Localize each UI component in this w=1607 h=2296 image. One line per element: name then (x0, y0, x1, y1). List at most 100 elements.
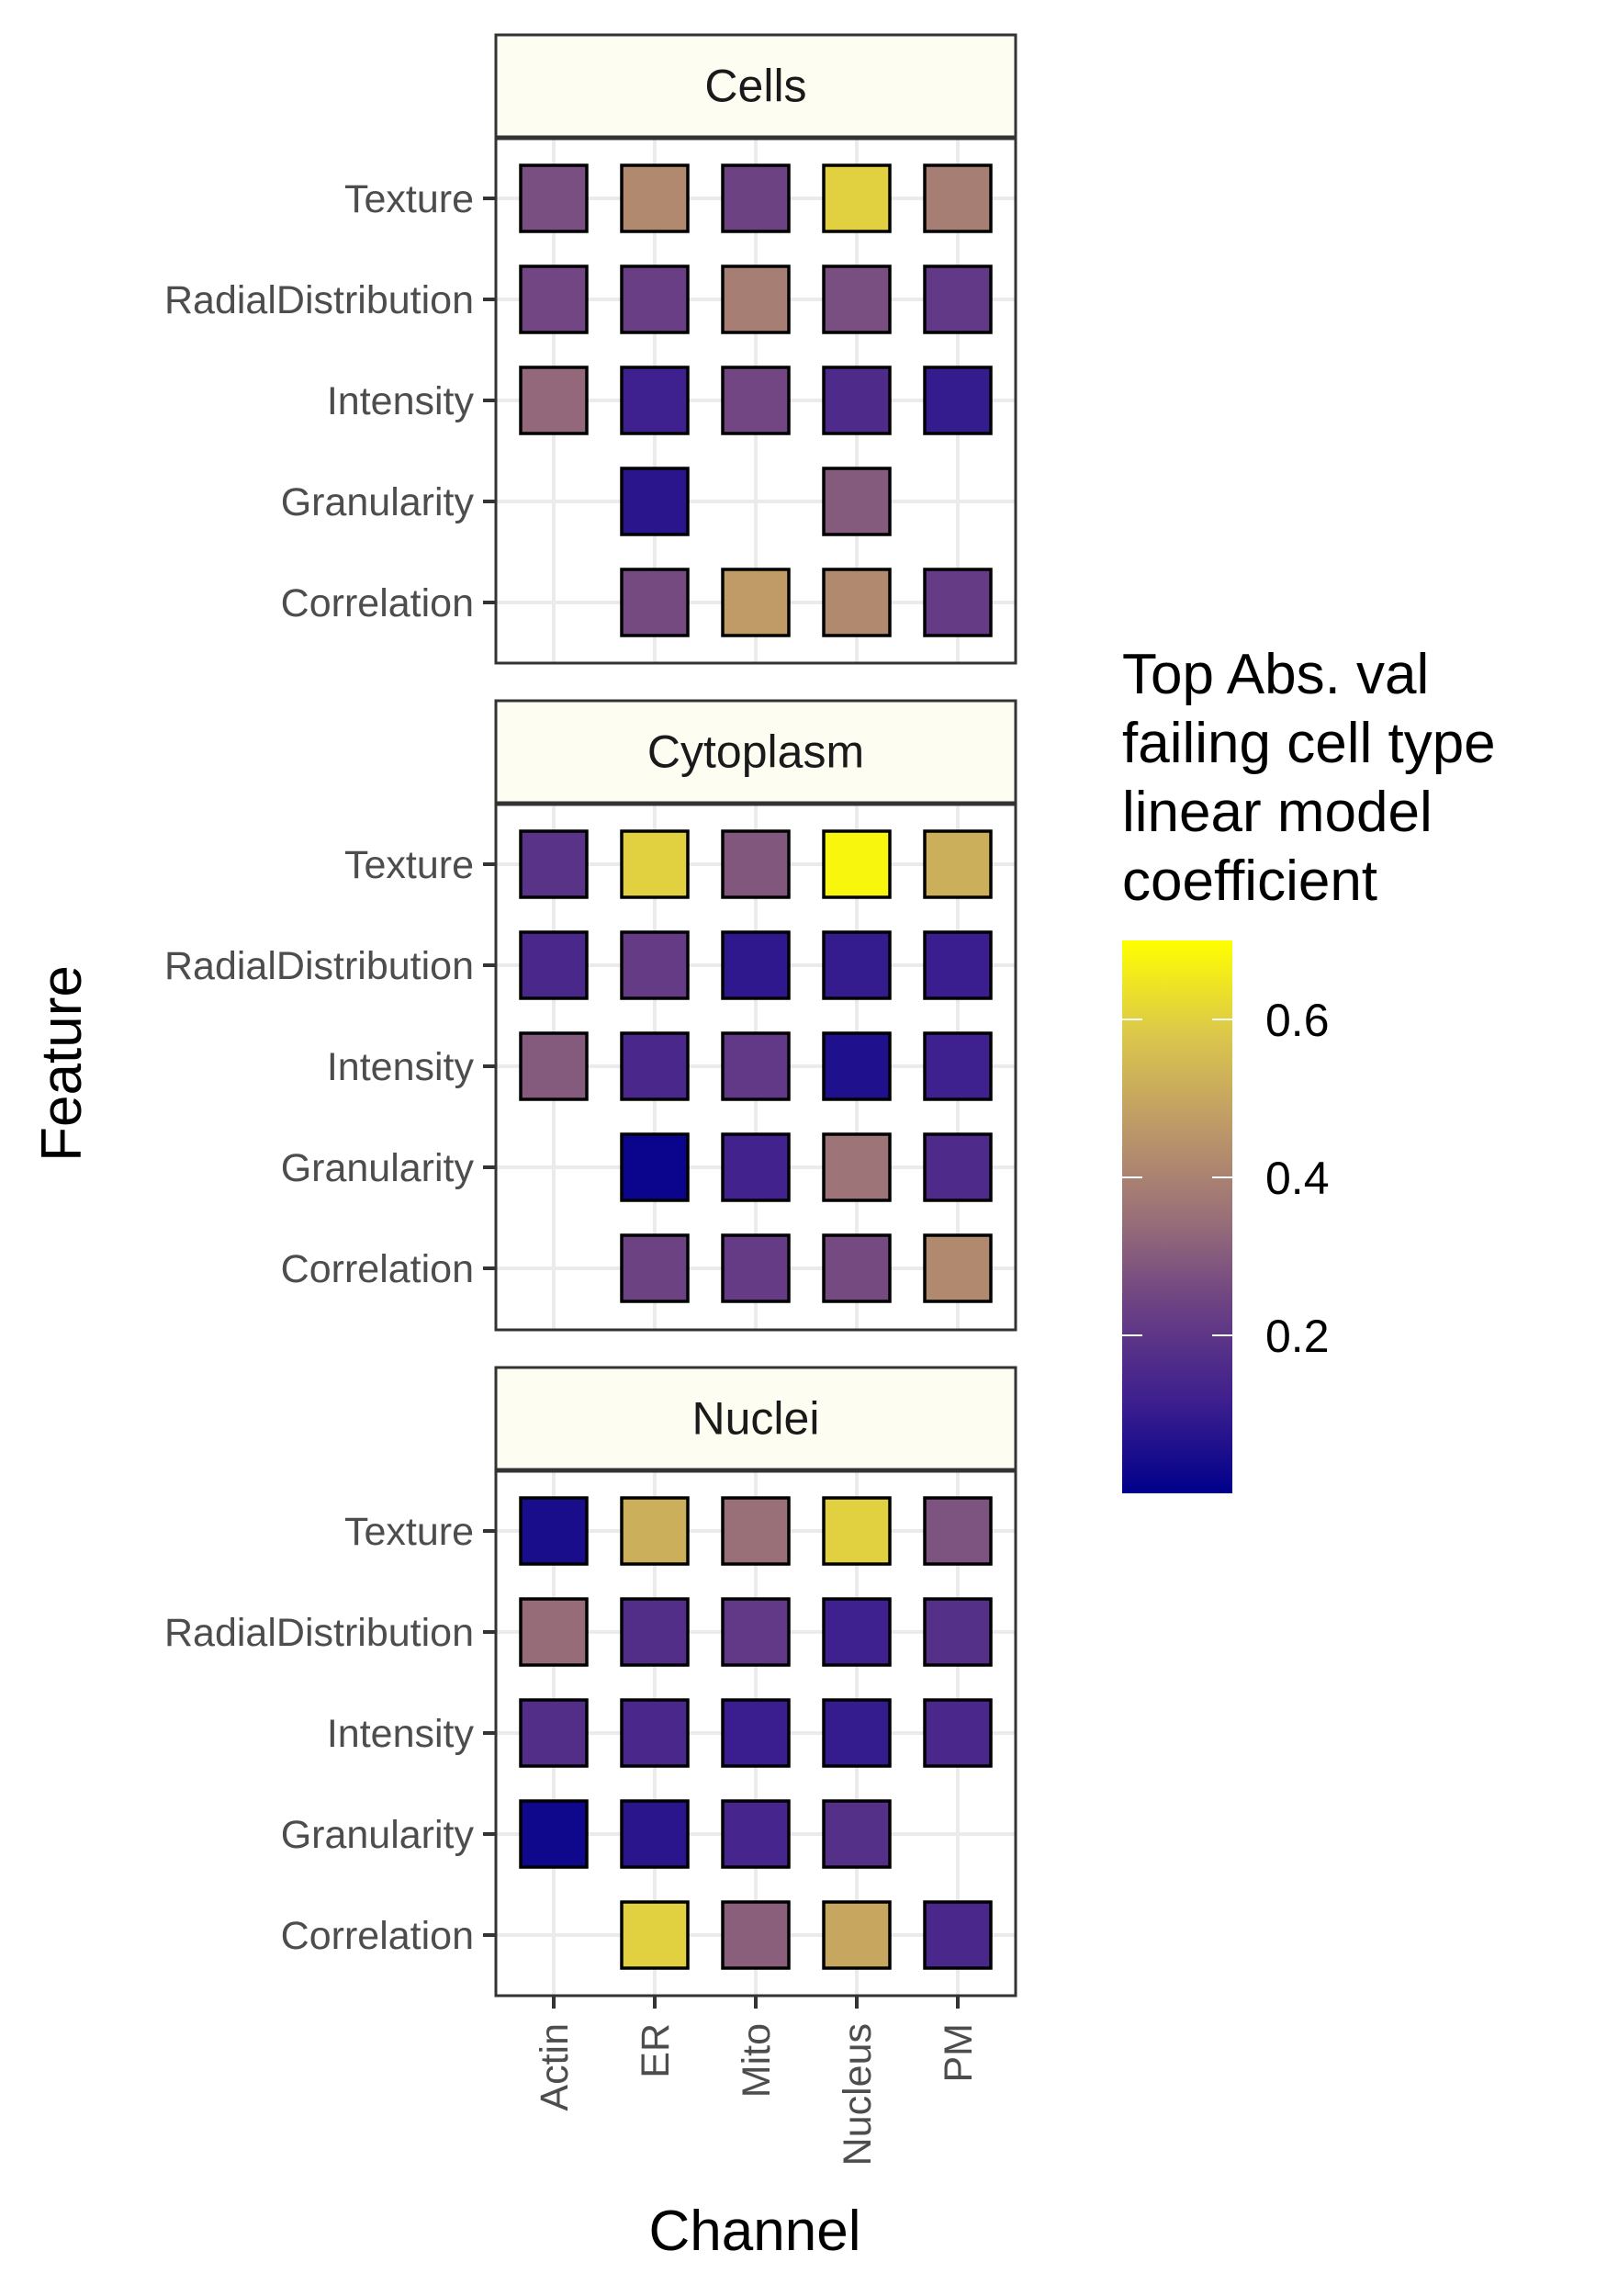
heatmap-tile-radialdistribution-pm (923, 930, 993, 1000)
heatmap-tile-granularity-er (620, 1132, 690, 1202)
heatmap-tile-texture-er (620, 829, 690, 899)
legend-title-line-1: Top Abs. val (1122, 643, 1429, 706)
facet-panels: Cells Texture RadialDistribution Intensity G… (164, 33, 1017, 1998)
heatmap-tile-intensity-pm (923, 366, 993, 435)
facet-cells: Cells Texture RadialDistribution Intensity G… (164, 33, 1017, 665)
y-tick-label-correlation: Correlation (281, 1914, 474, 1958)
y-tick-label-granularity: Granularity (281, 480, 475, 524)
y-tick-label-texture: Texture (344, 1510, 474, 1554)
heatmap-tile-texture-actin (519, 829, 589, 899)
heatmap-tile-granularity-er (620, 467, 690, 536)
heatmap-tile-radialdistribution-mito (721, 930, 791, 1000)
y-tick-label-intensity: Intensity (327, 379, 475, 423)
y-tick-label-intensity: Intensity (327, 1712, 475, 1756)
heatmap-tile-radialdistribution-mito (721, 1597, 791, 1667)
colorbar (1122, 940, 1232, 1493)
facet-strip-label: Cytoplasm (647, 726, 864, 778)
heatmap-tile-correlation-er (620, 1233, 690, 1303)
heatmap-tile-correlation-mito (721, 1900, 791, 1970)
y-tick-label-granularity: Granularity (281, 1813, 475, 1857)
heatmap-tile-texture-pm (923, 829, 993, 899)
heatmap-tile-intensity-nucleus (822, 1031, 892, 1101)
heatmap-tile-correlation-mito (721, 568, 791, 637)
heatmap-tile-intensity-mito (721, 1698, 791, 1768)
heatmap-tile-granularity-nucleus (822, 467, 892, 536)
y-tick-label-radialdistribution: RadialDistribution (164, 278, 474, 322)
heatmap-tile-radialdistribution-actin (519, 1597, 589, 1667)
heatmap-tile-correlation-er (620, 1900, 690, 1970)
colorbar-tick-label: 0.4 (1265, 1153, 1330, 1204)
heatmap-tile-granularity-nucleus (822, 1799, 892, 1869)
heatmap-tile-granularity-actin (519, 1799, 589, 1869)
facet-strip (494, 699, 1017, 805)
colorbar-tick-label: 0.6 (1265, 995, 1330, 1046)
y-tick-label-granularity: Granularity (281, 1146, 475, 1190)
x-tick-label-nucleus: Nucleus (836, 2023, 880, 2166)
legend-title-line-3: linear model (1122, 781, 1433, 844)
heatmap-tile-intensity-pm (923, 1031, 993, 1101)
heatmap-tile-correlation-nucleus (822, 568, 892, 637)
heatmap-tile-texture-er (620, 163, 690, 233)
y-tick-label-radialdistribution: RadialDistribution (164, 1611, 474, 1655)
heatmap-tile-intensity-mito (721, 1031, 791, 1101)
colorbar-ticks: 0.2 0.4 0.6 (1122, 995, 1330, 1362)
y-tick-label-intensity: Intensity (327, 1045, 475, 1089)
heatmap-tile-intensity-pm (923, 1698, 993, 1768)
y-tick-label-texture: Texture (344, 177, 474, 221)
heatmap-tile-intensity-mito (721, 366, 791, 435)
heatmap-tile-intensity-er (620, 1031, 690, 1101)
heatmap-tile-radialdistribution-nucleus (822, 930, 892, 1000)
y-tick-label-texture: Texture (344, 843, 474, 887)
y-tick-label-correlation: Correlation (281, 581, 474, 625)
heatmap-tile-intensity-nucleus (822, 1698, 892, 1768)
y-tick-label-radialdistribution: RadialDistribution (164, 944, 474, 988)
colorbar-legend: Top Abs. val failing cell type linear mo… (1122, 643, 1496, 1493)
y-axis-title: Feature (30, 965, 94, 1162)
heatmap-tile-intensity-er (620, 1698, 690, 1768)
heatmap-tile-radialdistribution-er (620, 264, 690, 334)
heatmap-tile-intensity-nucleus (822, 366, 892, 435)
x-tick-label-actin: Actin (533, 2023, 577, 2111)
heatmap-tile-intensity-actin (519, 1698, 589, 1768)
x-axis: Actin ER Mito Nucleus PM (533, 1996, 981, 2166)
facet-cytoplasm: Cytoplasm Texture RadialDistribution Intens… (164, 699, 1017, 1332)
heatmap-tile-correlation-mito (721, 1233, 791, 1303)
heatmap-tile-intensity-er (620, 366, 690, 435)
heatmap-tile-texture-er (620, 1496, 690, 1566)
heatmap-tile-correlation-nucleus (822, 1900, 892, 1970)
heatmap-tile-texture-nucleus (822, 1496, 892, 1566)
x-tick-label-pm: PM (937, 2023, 981, 2083)
heatmap-tile-radialdistribution-er (620, 1597, 690, 1667)
heatmap-tile-radialdistribution-actin (519, 930, 589, 1000)
x-tick-label-er: ER (634, 2023, 678, 2078)
heatmap-tile-radialdistribution-mito (721, 264, 791, 334)
facet-nuclei: Nuclei Texture RadialDistribution Intensity… (164, 1366, 1017, 1998)
heatmap-tile-texture-mito (721, 829, 791, 899)
x-tick-label-mito: Mito (735, 2023, 779, 2098)
heatmap-tile-texture-nucleus (822, 829, 892, 899)
colorbar-tick-label: 0.2 (1265, 1311, 1330, 1362)
y-tick-label-correlation: Correlation (281, 1247, 474, 1291)
heatmap-tile-granularity-er (620, 1799, 690, 1869)
heatmap-tile-intensity-actin (519, 366, 589, 435)
heatmap-tile-texture-nucleus (822, 163, 892, 233)
heatmap-tile-texture-mito (721, 1496, 791, 1566)
heatmap-tile-texture-pm (923, 163, 993, 233)
heatmap-tile-granularity-nucleus (822, 1132, 892, 1202)
facet-strip-label: Nuclei (692, 1393, 820, 1445)
heatmap-tile-correlation-pm (923, 1233, 993, 1303)
heatmap-tile-texture-pm (923, 1496, 993, 1566)
heatmap-tile-texture-mito (721, 163, 791, 233)
heatmap-tile-correlation-pm (923, 1900, 993, 1970)
heatmap-tile-radialdistribution-pm (923, 264, 993, 334)
facet-strip (494, 33, 1017, 139)
heatmap-tile-texture-actin (519, 1496, 589, 1566)
legend-title-line-4: coefficient (1122, 850, 1377, 913)
legend-title-line-2: failing cell type (1122, 712, 1496, 775)
heatmap-tile-correlation-nucleus (822, 1233, 892, 1303)
heatmap-tile-radialdistribution-pm (923, 1597, 993, 1667)
heatmap-tile-correlation-pm (923, 568, 993, 637)
heatmap-tile-radialdistribution-nucleus (822, 1597, 892, 1667)
facet-strip (494, 1366, 1017, 1471)
